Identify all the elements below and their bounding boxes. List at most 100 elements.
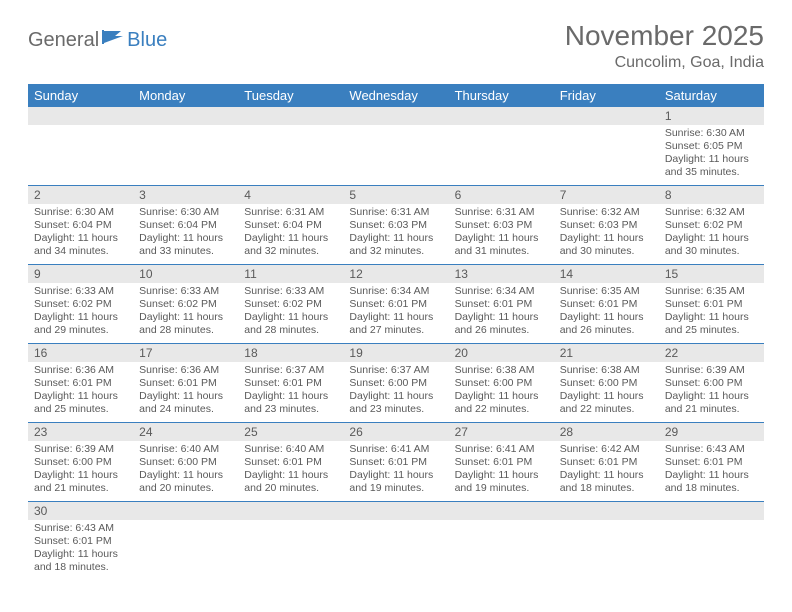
- calendar-day-cell: 17Sunrise: 6:36 AMSunset: 6:01 PMDayligh…: [133, 344, 238, 423]
- calendar-empty-cell: [343, 107, 448, 186]
- day-number: [449, 107, 554, 125]
- day-body: Sunrise: 6:31 AMSunset: 6:03 PMDaylight:…: [343, 204, 448, 262]
- brand-logo: General Blue: [28, 28, 167, 52]
- day-body: Sunrise: 6:41 AMSunset: 6:01 PMDaylight:…: [343, 441, 448, 499]
- day-number: 8: [659, 186, 764, 204]
- day-number: [133, 107, 238, 125]
- calendar-day-cell: 23Sunrise: 6:39 AMSunset: 6:00 PMDayligh…: [28, 423, 133, 502]
- calendar-week-row: 30Sunrise: 6:43 AMSunset: 6:01 PMDayligh…: [28, 502, 764, 581]
- day-number: 21: [554, 344, 659, 362]
- calendar-day-cell: 15Sunrise: 6:35 AMSunset: 6:01 PMDayligh…: [659, 265, 764, 344]
- calendar-day-cell: 28Sunrise: 6:42 AMSunset: 6:01 PMDayligh…: [554, 423, 659, 502]
- flag-icon: [101, 28, 125, 52]
- day-number: 3: [133, 186, 238, 204]
- weekday-header: Sunday: [28, 84, 133, 107]
- day-body: Sunrise: 6:37 AMSunset: 6:00 PMDaylight:…: [343, 362, 448, 420]
- day-number: [449, 502, 554, 520]
- calendar-empty-cell: [449, 502, 554, 581]
- calendar-day-cell: 16Sunrise: 6:36 AMSunset: 6:01 PMDayligh…: [28, 344, 133, 423]
- calendar-day-cell: 7Sunrise: 6:32 AMSunset: 6:03 PMDaylight…: [554, 186, 659, 265]
- calendar-day-cell: 26Sunrise: 6:41 AMSunset: 6:01 PMDayligh…: [343, 423, 448, 502]
- day-body: Sunrise: 6:39 AMSunset: 6:00 PMDaylight:…: [28, 441, 133, 499]
- day-body: Sunrise: 6:43 AMSunset: 6:01 PMDaylight:…: [659, 441, 764, 499]
- day-body: Sunrise: 6:35 AMSunset: 6:01 PMDaylight:…: [554, 283, 659, 341]
- day-body: Sunrise: 6:36 AMSunset: 6:01 PMDaylight:…: [133, 362, 238, 420]
- day-body: Sunrise: 6:30 AMSunset: 6:04 PMDaylight:…: [28, 204, 133, 262]
- day-number: 23: [28, 423, 133, 441]
- day-body: Sunrise: 6:31 AMSunset: 6:04 PMDaylight:…: [238, 204, 343, 262]
- calendar-day-cell: 1Sunrise: 6:30 AMSunset: 6:05 PMDaylight…: [659, 107, 764, 186]
- calendar-day-cell: 19Sunrise: 6:37 AMSunset: 6:00 PMDayligh…: [343, 344, 448, 423]
- day-number: 16: [28, 344, 133, 362]
- calendar-empty-cell: [133, 107, 238, 186]
- day-number: 22: [659, 344, 764, 362]
- day-body: Sunrise: 6:32 AMSunset: 6:03 PMDaylight:…: [554, 204, 659, 262]
- day-body: Sunrise: 6:42 AMSunset: 6:01 PMDaylight:…: [554, 441, 659, 499]
- calendar-empty-cell: [554, 107, 659, 186]
- calendar-week-row: 16Sunrise: 6:36 AMSunset: 6:01 PMDayligh…: [28, 344, 764, 423]
- calendar-day-cell: 25Sunrise: 6:40 AMSunset: 6:01 PMDayligh…: [238, 423, 343, 502]
- calendar-day-cell: 10Sunrise: 6:33 AMSunset: 6:02 PMDayligh…: [133, 265, 238, 344]
- day-body: Sunrise: 6:32 AMSunset: 6:02 PMDaylight:…: [659, 204, 764, 262]
- calendar-day-cell: 30Sunrise: 6:43 AMSunset: 6:01 PMDayligh…: [28, 502, 133, 581]
- month-title: November 2025: [565, 20, 764, 52]
- day-number: 17: [133, 344, 238, 362]
- day-number: 27: [449, 423, 554, 441]
- weekday-header: Thursday: [449, 84, 554, 107]
- day-body: Sunrise: 6:38 AMSunset: 6:00 PMDaylight:…: [449, 362, 554, 420]
- calendar-page: General Blue November 2025 Cuncolim, Goa…: [0, 0, 792, 612]
- day-body: Sunrise: 6:43 AMSunset: 6:01 PMDaylight:…: [28, 520, 133, 578]
- day-body: Sunrise: 6:37 AMSunset: 6:01 PMDaylight:…: [238, 362, 343, 420]
- calendar-day-cell: 27Sunrise: 6:41 AMSunset: 6:01 PMDayligh…: [449, 423, 554, 502]
- day-number: 28: [554, 423, 659, 441]
- day-body: Sunrise: 6:40 AMSunset: 6:00 PMDaylight:…: [133, 441, 238, 499]
- day-body: Sunrise: 6:33 AMSunset: 6:02 PMDaylight:…: [133, 283, 238, 341]
- calendar-day-cell: 13Sunrise: 6:34 AMSunset: 6:01 PMDayligh…: [449, 265, 554, 344]
- calendar-day-cell: 24Sunrise: 6:40 AMSunset: 6:00 PMDayligh…: [133, 423, 238, 502]
- day-number: [554, 502, 659, 520]
- calendar-header-row: SundayMondayTuesdayWednesdayThursdayFrid…: [28, 84, 764, 107]
- day-number: 24: [133, 423, 238, 441]
- day-number: 19: [343, 344, 448, 362]
- calendar-empty-cell: [659, 502, 764, 581]
- brand-word-2: Blue: [127, 29, 167, 52]
- calendar-day-cell: 11Sunrise: 6:33 AMSunset: 6:02 PMDayligh…: [238, 265, 343, 344]
- day-number: 11: [238, 265, 343, 283]
- calendar-day-cell: 8Sunrise: 6:32 AMSunset: 6:02 PMDaylight…: [659, 186, 764, 265]
- day-number: 12: [343, 265, 448, 283]
- day-number: 30: [28, 502, 133, 520]
- day-number: [238, 107, 343, 125]
- weekday-header: Wednesday: [343, 84, 448, 107]
- calendar-empty-cell: [133, 502, 238, 581]
- brand-word-1: General: [28, 29, 99, 52]
- day-number: 7: [554, 186, 659, 204]
- calendar-week-row: 2Sunrise: 6:30 AMSunset: 6:04 PMDaylight…: [28, 186, 764, 265]
- day-number: 29: [659, 423, 764, 441]
- day-number: 9: [28, 265, 133, 283]
- day-number: 25: [238, 423, 343, 441]
- day-number: 15: [659, 265, 764, 283]
- day-number: 1: [659, 107, 764, 125]
- day-number: [659, 502, 764, 520]
- day-number: 5: [343, 186, 448, 204]
- calendar-day-cell: 20Sunrise: 6:38 AMSunset: 6:00 PMDayligh…: [449, 344, 554, 423]
- calendar-table: SundayMondayTuesdayWednesdayThursdayFrid…: [28, 84, 764, 580]
- day-body: Sunrise: 6:34 AMSunset: 6:01 PMDaylight:…: [343, 283, 448, 341]
- calendar-day-cell: 3Sunrise: 6:30 AMSunset: 6:04 PMDaylight…: [133, 186, 238, 265]
- day-body: Sunrise: 6:33 AMSunset: 6:02 PMDaylight:…: [238, 283, 343, 341]
- day-number: 20: [449, 344, 554, 362]
- day-number: 2: [28, 186, 133, 204]
- weekday-header: Saturday: [659, 84, 764, 107]
- day-body: Sunrise: 6:41 AMSunset: 6:01 PMDaylight:…: [449, 441, 554, 499]
- page-header: General Blue November 2025 Cuncolim, Goa…: [28, 20, 764, 72]
- calendar-empty-cell: [343, 502, 448, 581]
- weekday-header: Friday: [554, 84, 659, 107]
- day-number: [343, 502, 448, 520]
- day-number: [238, 502, 343, 520]
- day-body: Sunrise: 6:33 AMSunset: 6:02 PMDaylight:…: [28, 283, 133, 341]
- calendar-empty-cell: [28, 107, 133, 186]
- calendar-day-cell: 6Sunrise: 6:31 AMSunset: 6:03 PMDaylight…: [449, 186, 554, 265]
- calendar-empty-cell: [554, 502, 659, 581]
- calendar-week-row: 23Sunrise: 6:39 AMSunset: 6:00 PMDayligh…: [28, 423, 764, 502]
- calendar-empty-cell: [449, 107, 554, 186]
